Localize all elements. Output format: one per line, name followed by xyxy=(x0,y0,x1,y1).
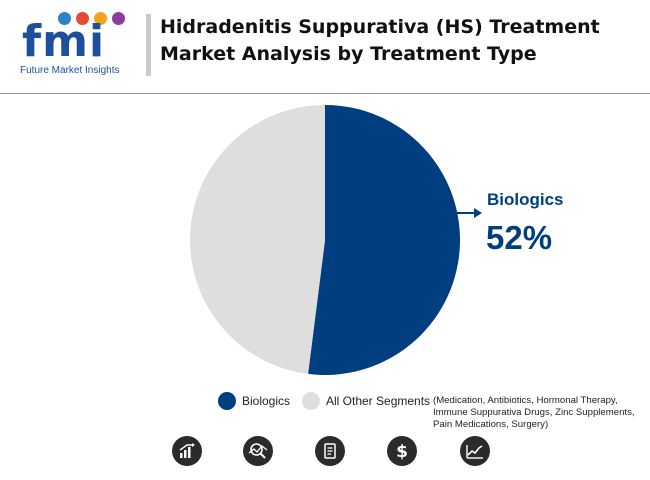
legend: Biologics All Other Segments (Medication… xyxy=(218,392,648,434)
report-document-icon xyxy=(315,436,345,466)
header-rule xyxy=(0,93,650,94)
logo-letters: fmi xyxy=(22,16,106,67)
pie-chart: Biologics 52% xyxy=(189,104,564,375)
pie-slice-all-other-segments xyxy=(189,104,325,374)
legend-swatch-biologics xyxy=(218,392,236,410)
logo-tagline: Future Market Insights xyxy=(20,65,120,76)
legend-swatch-other xyxy=(302,392,320,410)
legend-label-biologics: Biologics xyxy=(242,394,291,408)
svg-text:$: $ xyxy=(396,442,408,460)
fmi-logo: fmi Future Market Insights xyxy=(18,12,136,78)
line-chart-icon xyxy=(460,436,490,466)
callout-label: Biologics xyxy=(487,190,564,209)
bar-chart-growth-icon xyxy=(172,436,202,466)
footer-icons: $ xyxy=(0,436,650,470)
header-divider xyxy=(146,14,151,76)
logo-dots xyxy=(58,12,128,26)
legend-label-other: All Other Segments xyxy=(326,394,431,408)
legend-item-other: All Other Segments xyxy=(302,392,430,410)
pie-slice-biologics xyxy=(308,105,460,375)
dollar-icon: $ xyxy=(387,436,417,466)
callout-value: 52% xyxy=(486,219,552,256)
legend-note: (Medication, Antibiotics, Hormonal Thera… xyxy=(433,395,635,430)
legend-item-biologics: Biologics xyxy=(218,392,290,410)
callout-arrow-head xyxy=(474,208,482,218)
callout: Biologics 52% xyxy=(457,190,564,256)
page-title: Hidradenitis Suppurativa (HS) Treatment … xyxy=(160,16,600,65)
header: fmi Future Market Insights Hidradenitis … xyxy=(0,0,650,92)
magnifier-trend-icon xyxy=(243,436,273,466)
